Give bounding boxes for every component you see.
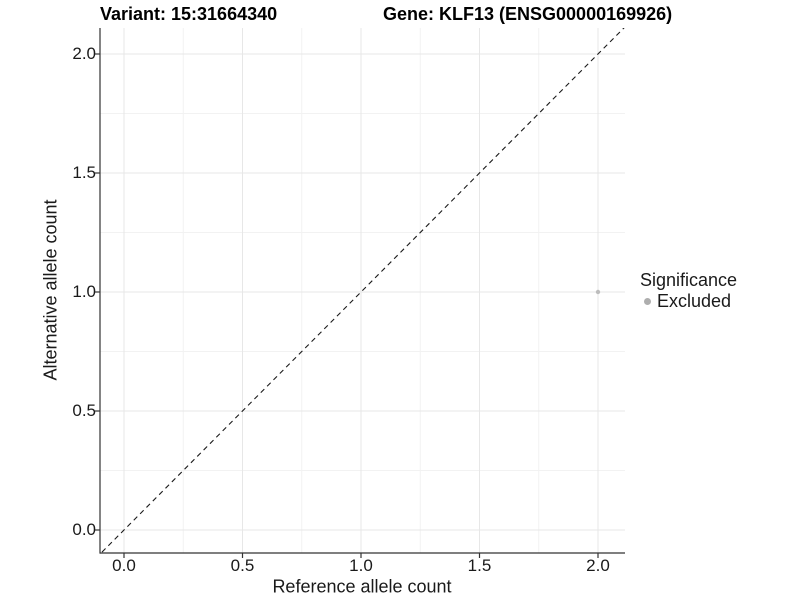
x-axis-title: Reference allele count [272,576,452,597]
x-tick-label: 0.5 [230,556,255,575]
y-tick-label: 1.0 [72,282,96,301]
x-tick-label: 0.0 [112,556,136,575]
y-tick-label: 0.0 [72,520,96,539]
x-tick-label: 2.0 [586,556,610,575]
plot-title-variant: Variant: 15:31664340 [100,4,278,24]
x-tick-label: 1.0 [349,556,373,575]
x-tick-label: 1.5 [467,556,492,575]
legend-title: Significance [640,270,738,290]
data-point [595,289,601,295]
legend-entry-excluded: Excluded [640,291,737,312]
legend-entry-label: Excluded [657,291,732,311]
excluded-point-icon [644,298,651,305]
y-tick-label: 2.0 [72,44,96,63]
identity-reference-line [100,28,625,553]
y-tick-label: 0.5 [72,401,96,420]
y-tick-label: 1.5 [72,163,96,182]
plot-title-gene: Gene: KLF13 (ENSG00000169926) [383,4,673,24]
legend: Significance Excluded [640,270,737,312]
